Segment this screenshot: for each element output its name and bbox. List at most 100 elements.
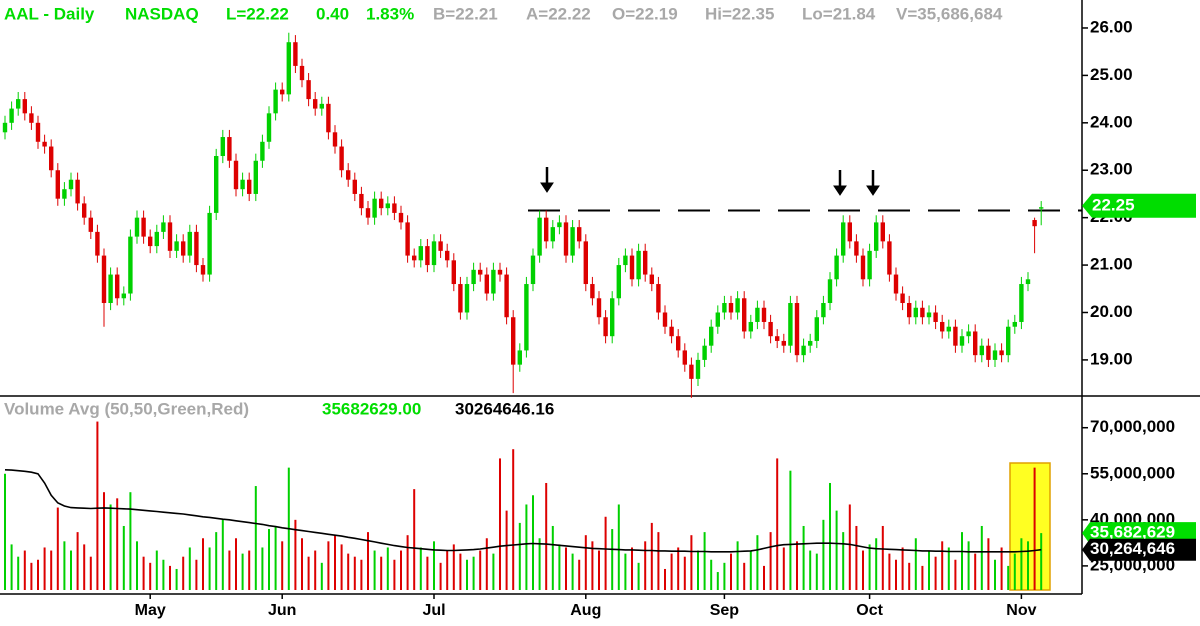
candle-body (9, 108, 14, 123)
volume-bar (796, 541, 798, 590)
volume-bar (419, 547, 422, 590)
volume-bar (327, 541, 330, 590)
volume-tag-label: 30,264,646 (1090, 539, 1175, 558)
candle-body (926, 312, 932, 318)
volume-bar (274, 525, 277, 590)
y-tick-label: 55,000,000 (1090, 463, 1175, 482)
header-item: O=22.19 (612, 4, 678, 23)
header-item: 1.83% (366, 4, 414, 23)
candle-body (913, 307, 918, 318)
volume-bar (235, 538, 237, 590)
candle-body (959, 336, 965, 346)
highlight-box (1009, 462, 1051, 591)
header-item: Lo=21.84 (802, 4, 876, 23)
volume-bars (4, 421, 1043, 590)
volume-bar (281, 541, 284, 590)
candle-body (794, 303, 800, 356)
header-item: AAL - Daily (4, 4, 95, 23)
volume-bar (50, 550, 53, 590)
candle-body (425, 246, 430, 266)
volume-bar (829, 482, 831, 590)
volume-bar (162, 559, 165, 590)
volume-bar (37, 559, 39, 590)
candle-body (299, 65, 305, 81)
header-item: L=22.22 (226, 4, 289, 23)
candle-body (332, 132, 338, 147)
x-tick-label: Oct (856, 602, 883, 619)
x-tick-label: Jul (422, 602, 445, 619)
candle-body (101, 255, 107, 304)
candle-body (662, 312, 668, 327)
candle-body (867, 250, 872, 280)
candle-body (75, 179, 80, 204)
volume-bar (485, 538, 488, 590)
volume-bar (413, 489, 416, 590)
candle-body (352, 179, 357, 194)
volume-bar (175, 568, 178, 590)
volume-bar (987, 538, 990, 590)
volume-bar (974, 553, 977, 590)
header-item: V=35,686,684 (896, 4, 1003, 23)
volume-bar (228, 550, 231, 590)
candle-body (161, 222, 166, 232)
candle-body (379, 198, 384, 209)
arrow (833, 170, 847, 196)
candle-body (1039, 207, 1044, 209)
volume-bar (400, 550, 402, 590)
candle-body (821, 303, 826, 318)
volume-bar (743, 562, 746, 590)
volume-bar (320, 562, 323, 590)
candle-body (22, 99, 27, 114)
volume-bar (70, 550, 72, 590)
candle-body (220, 137, 225, 157)
candle-body (497, 269, 503, 275)
volume-bar (967, 541, 970, 590)
candle-body (524, 284, 529, 351)
candle-body (141, 217, 146, 237)
volume-bar (195, 559, 198, 590)
volume-bar (83, 544, 86, 590)
volume-bar (122, 525, 125, 590)
candle-body (973, 331, 978, 356)
candle-body (293, 42, 298, 66)
volume-bar (868, 544, 871, 590)
candle-body (280, 89, 285, 95)
x-tick-label: Aug (570, 602, 601, 619)
volume-bar (1007, 565, 1010, 590)
volume-bar (888, 553, 891, 590)
volume-bar (353, 556, 356, 590)
volume-bar (631, 547, 633, 590)
candle-body (728, 303, 734, 313)
candle-body (1025, 279, 1031, 285)
candle-body (781, 340, 786, 346)
candle-body (860, 255, 866, 280)
candle-body (412, 255, 417, 261)
candle-body (669, 326, 674, 337)
volume-bar (584, 535, 587, 590)
candle-body (933, 312, 938, 322)
candle-body (200, 265, 206, 275)
volume-bar (215, 532, 218, 590)
volume-bar (716, 572, 719, 590)
volume-bar (17, 556, 20, 590)
volume-bar (914, 538, 917, 590)
volume-bar (169, 565, 171, 590)
volume-bar (472, 556, 475, 590)
volume-bar (254, 486, 257, 590)
candle-body (854, 241, 859, 256)
volume-bar (261, 547, 264, 590)
volume-bar (1040, 533, 1043, 590)
candle-body (643, 250, 648, 275)
candle-body (88, 217, 93, 232)
candle-body (491, 269, 496, 294)
volume-bar (769, 532, 772, 590)
candle-body (478, 269, 483, 275)
candle-body (755, 307, 760, 322)
header-item: A=22.22 (526, 4, 591, 23)
candle-body (827, 279, 833, 304)
volume-bar (862, 550, 864, 590)
candle-body (689, 364, 694, 379)
volume-bar (901, 547, 904, 590)
candle-body (207, 212, 212, 275)
